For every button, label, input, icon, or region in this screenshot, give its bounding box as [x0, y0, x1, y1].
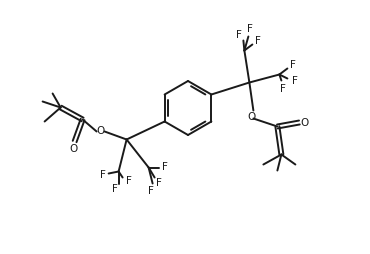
Text: F: F	[112, 184, 118, 195]
Text: F: F	[236, 29, 242, 40]
Text: O: O	[300, 118, 309, 128]
Text: F: F	[255, 36, 261, 45]
Text: F: F	[100, 170, 105, 181]
Text: F: F	[280, 84, 286, 93]
Text: F: F	[248, 24, 253, 34]
Text: F: F	[126, 177, 132, 186]
Text: F: F	[292, 75, 298, 86]
Text: F: F	[162, 163, 168, 172]
Text: O: O	[70, 144, 78, 153]
Text: O: O	[247, 113, 256, 122]
Text: F: F	[156, 179, 162, 188]
Text: F: F	[290, 59, 296, 70]
Text: O: O	[97, 126, 105, 136]
Text: F: F	[148, 186, 154, 197]
